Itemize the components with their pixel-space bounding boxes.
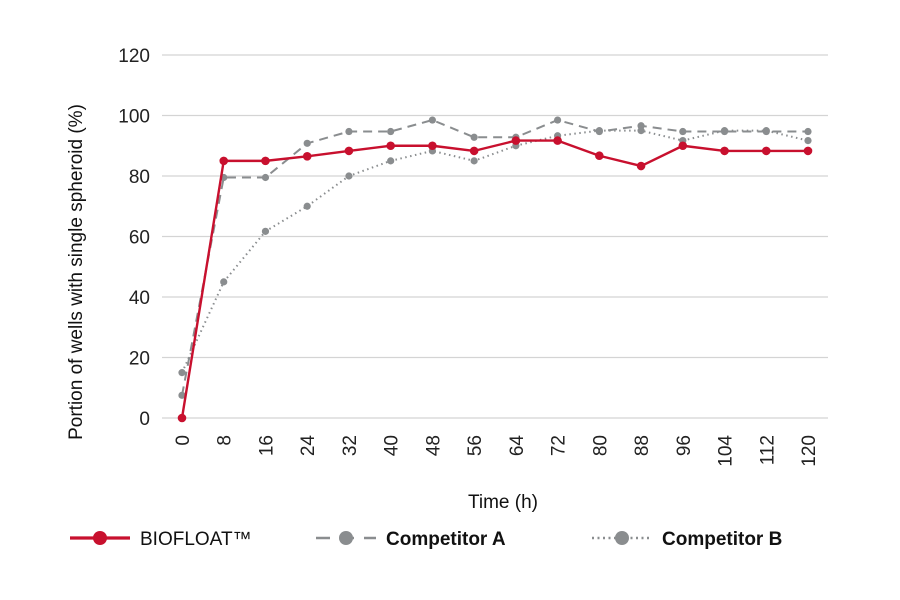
data-point xyxy=(803,146,813,156)
data-point xyxy=(428,141,437,151)
x-tick-label: 104 xyxy=(716,435,737,467)
y-tick-label: 60 xyxy=(129,228,150,249)
data-point xyxy=(386,141,395,151)
data-point xyxy=(595,127,603,136)
series-group xyxy=(177,116,813,423)
series-line xyxy=(181,129,809,374)
x-tick-label: 0 xyxy=(173,435,194,446)
data-point xyxy=(470,133,478,141)
x-tick-label: 88 xyxy=(632,435,653,456)
data-point xyxy=(636,161,646,171)
legend-label: Competitor A xyxy=(386,529,506,550)
x-tick-label: 56 xyxy=(465,435,486,456)
data-point xyxy=(261,173,270,182)
data-point xyxy=(261,227,270,235)
legend-marker xyxy=(93,531,107,545)
data-point xyxy=(511,136,521,145)
y-tick-label: 120 xyxy=(118,46,150,67)
data-point xyxy=(344,146,354,156)
legend-label: BIOFLOAT™ xyxy=(140,529,252,550)
data-point xyxy=(761,146,771,156)
data-point xyxy=(303,139,311,147)
y-axis-label: Portion of wells with single spheroid (%… xyxy=(66,104,87,440)
series-line xyxy=(180,139,808,419)
data-point xyxy=(178,391,186,399)
x-tick-label: 80 xyxy=(590,435,611,456)
legend-item: Competitor A xyxy=(316,529,506,550)
data-point xyxy=(219,156,229,166)
data-point xyxy=(679,127,687,136)
data-point xyxy=(428,116,436,124)
x-tick-label: 96 xyxy=(674,435,695,456)
data-point xyxy=(469,146,479,156)
data-point xyxy=(720,146,729,156)
x-tick-label: 48 xyxy=(423,435,444,456)
data-point xyxy=(637,122,645,130)
data-point xyxy=(345,172,353,180)
data-point xyxy=(678,141,688,151)
data-point xyxy=(553,136,562,145)
data-point xyxy=(303,202,311,210)
data-point xyxy=(470,157,478,165)
data-point xyxy=(554,116,562,124)
data-point xyxy=(177,413,187,423)
legend-item: BIOFLOAT™ xyxy=(70,529,252,550)
data-point xyxy=(387,127,395,136)
series-competitor-a xyxy=(178,116,812,399)
legend: BIOFLOAT™ Competitor A Competitor B xyxy=(70,529,782,550)
y-tick-label: 100 xyxy=(118,107,150,128)
x-tick-label: 24 xyxy=(298,435,319,457)
data-point xyxy=(387,157,395,165)
gridlines xyxy=(162,54,828,419)
data-point xyxy=(804,127,812,136)
y-tick-label: 0 xyxy=(139,409,150,430)
data-point xyxy=(302,152,312,161)
legend-marker xyxy=(339,531,353,545)
legend-item: Competitor B xyxy=(592,529,782,550)
x-tick-label: 64 xyxy=(507,435,528,457)
x-axis-label: Time (h) xyxy=(468,492,538,513)
x-tick-label: 32 xyxy=(340,435,361,456)
series-biofloat xyxy=(177,136,813,423)
x-tick-labels: 0 8 16 24 32 40 48 56 64 72 80 88 96 104 112 120 xyxy=(173,435,820,467)
legend-marker xyxy=(615,531,629,545)
data-point xyxy=(595,151,604,161)
x-tick-label: 112 xyxy=(757,435,778,465)
data-point xyxy=(762,127,770,136)
x-tick-label: 40 xyxy=(382,435,403,456)
data-point xyxy=(220,278,228,286)
y-tick-label: 20 xyxy=(129,349,150,370)
data-point xyxy=(720,127,729,136)
x-tick-label: 72 xyxy=(549,435,570,456)
data-point xyxy=(261,156,270,166)
x-tick-label: 16 xyxy=(256,435,277,456)
y-tick-labels: 0 20 40 60 80 100 120 xyxy=(118,46,150,430)
data-point xyxy=(178,369,186,377)
y-tick-label: 80 xyxy=(129,167,150,188)
data-point xyxy=(345,127,353,136)
data-point xyxy=(804,137,812,145)
legend-label: Competitor B xyxy=(662,529,782,550)
series-competitor-b xyxy=(178,127,812,377)
y-tick-label: 40 xyxy=(129,288,150,309)
x-tick-label: 8 xyxy=(215,435,236,446)
series-line xyxy=(181,119,808,396)
x-tick-label: 120 xyxy=(799,435,820,467)
